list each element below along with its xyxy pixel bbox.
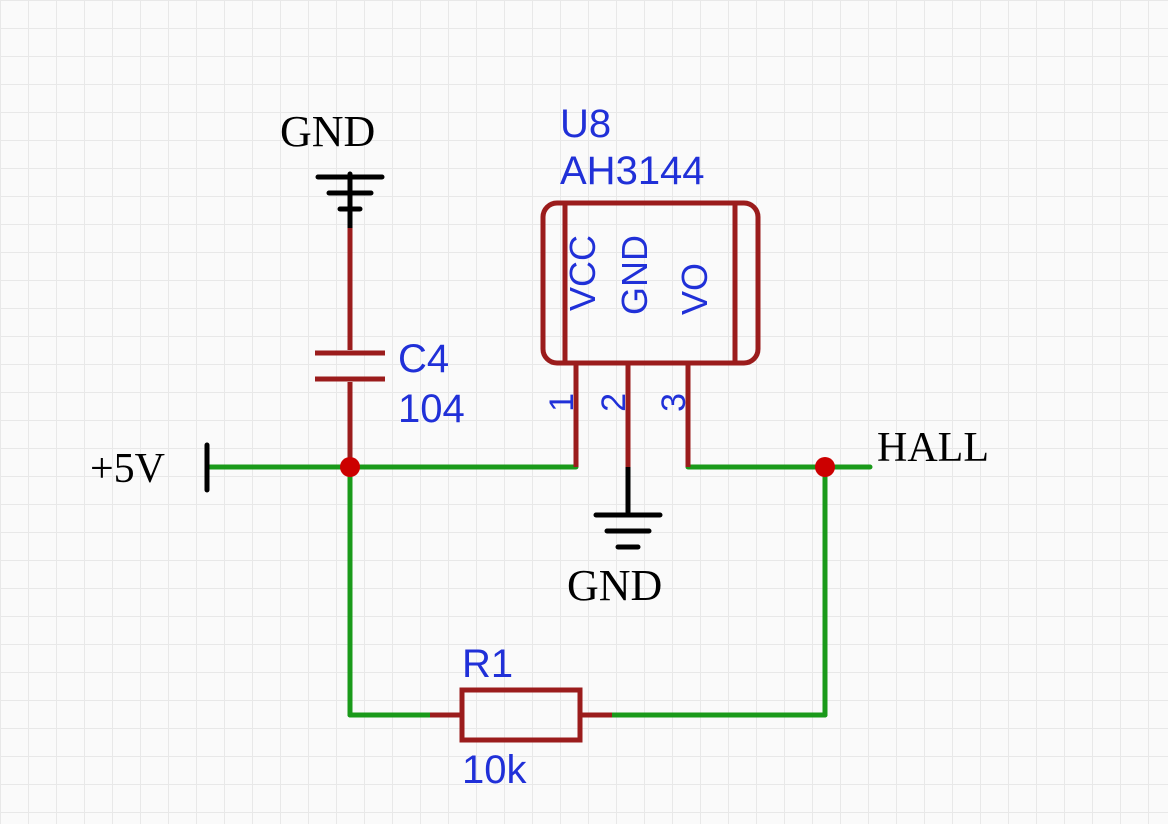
capacitor-c4 xyxy=(315,228,385,467)
gnd-top-symbol xyxy=(318,174,382,232)
power-5v-label: +5V xyxy=(90,445,165,493)
resistor-r1 xyxy=(430,690,612,740)
pin1-num: 1 xyxy=(543,393,582,412)
net-hall-label: HALL xyxy=(877,424,989,472)
gnd-top-label: GND xyxy=(280,106,375,157)
res-ref: R1 xyxy=(462,642,513,687)
pin2-name: GND xyxy=(614,235,656,315)
gnd-bot-label: GND xyxy=(567,560,662,611)
pin3-num: 3 xyxy=(655,393,694,412)
ic-ref: U8 xyxy=(560,102,611,147)
ic-part: AH3144 xyxy=(560,149,705,194)
cap-value: 104 xyxy=(398,387,465,432)
res-value: 10k xyxy=(462,748,527,793)
pin3-name: VO xyxy=(674,263,716,315)
cap-ref: C4 xyxy=(398,337,449,382)
pin1-name: VCC xyxy=(562,235,604,311)
wire-group xyxy=(210,467,870,715)
pin2-num: 2 xyxy=(595,393,634,412)
gnd-bot-symbol xyxy=(596,467,660,547)
